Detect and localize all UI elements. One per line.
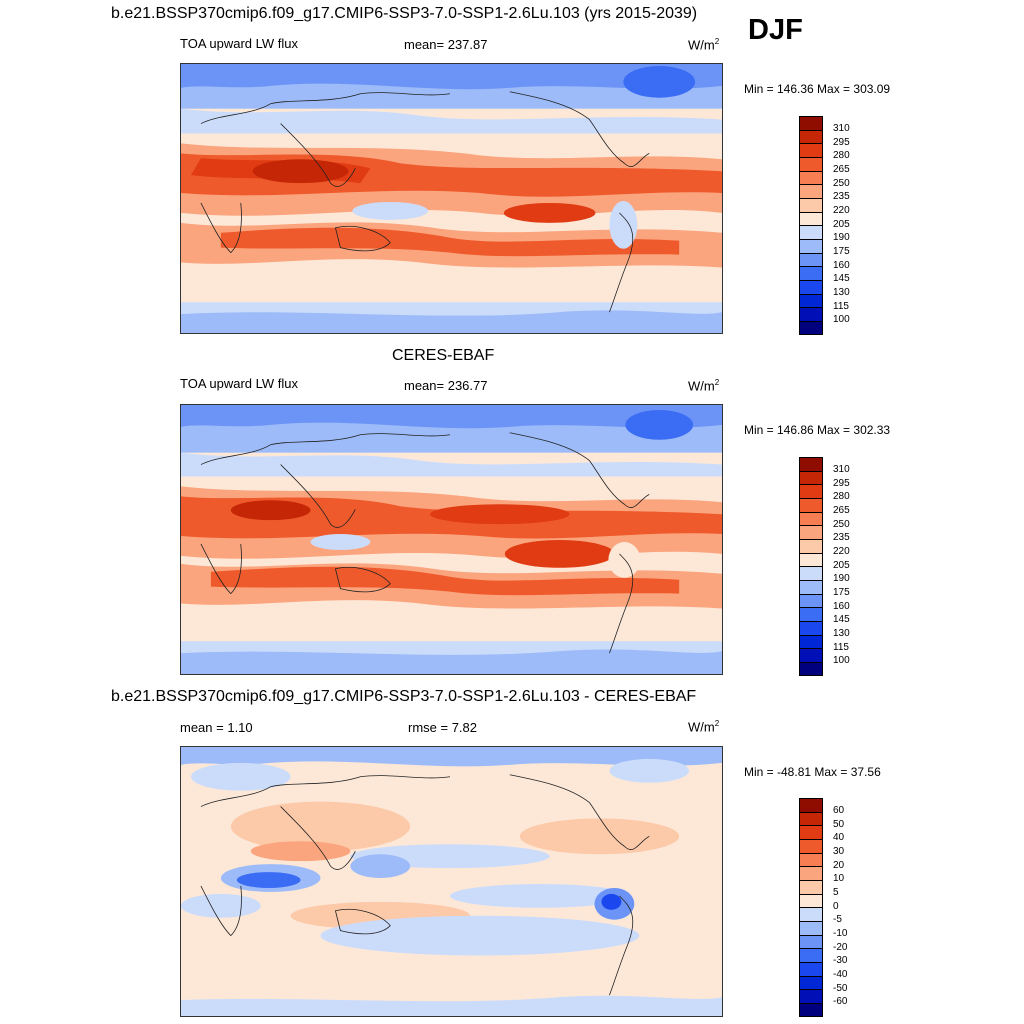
obs-colorbar-tick: 160 [833, 601, 850, 612]
diff-minmax-label: Min = -48.81 Max = 37.56 [744, 765, 881, 779]
obs-colorbar-tick: 175 [833, 587, 850, 598]
diff-map [180, 746, 723, 1017]
diff-colorbar-tick: -20 [833, 942, 848, 953]
obs-colorbar-tick: 295 [833, 478, 850, 489]
model-colorbar-tick: 310 [833, 123, 850, 134]
model-colorbar-tick: 145 [833, 273, 850, 284]
obs-colorbar-tick: 235 [833, 532, 850, 543]
obs-variable-label: TOA upward LW flux [180, 376, 299, 391]
obs-colorbar [799, 457, 823, 676]
model-colorbar-tick: 250 [833, 178, 850, 189]
diff-colorbar-tick: -50 [833, 983, 848, 994]
diff-colorbar-tick: -30 [833, 955, 848, 966]
diff-colorbar [799, 798, 823, 1017]
obs-colorbar-tick: 310 [833, 464, 850, 475]
diff-colorbar-tick: 10 [833, 873, 845, 884]
diff-map-field [181, 747, 722, 1016]
diff-colorbar-tick: 30 [833, 846, 845, 857]
diff-rmse-label: rmse = 7.82 [408, 720, 478, 735]
diff-colorbar-tick: 50 [833, 819, 845, 830]
diff-mean-label: mean = 1.10 [180, 720, 253, 735]
diff-colorbar-tick: -60 [833, 996, 848, 1007]
diff-units-label: W/m2 [688, 719, 720, 735]
model-colorbar-tick: 265 [833, 164, 850, 175]
obs-colorbar-tick: 250 [833, 519, 850, 530]
diff-colorbar-tick: -5 [833, 914, 842, 925]
diff-panel-title: b.e21.BSSP370cmip6.f09_g17.CMIP6-SSP3-7.… [111, 688, 697, 705]
model-minmax-label: Min = 146.36 Max = 303.09 [744, 82, 891, 96]
model-panel-title: b.e21.BSSP370cmip6.f09_g17.CMIP6-SSP3-7.… [111, 5, 698, 22]
model-map [180, 63, 723, 334]
diff-colorbar-tick: -10 [833, 928, 848, 939]
model-mean-label: mean= 237.87 [404, 37, 488, 52]
obs-map-field [181, 405, 722, 674]
obs-minmax-label: Min = 146.86 Max = 302.33 [744, 423, 891, 437]
obs-colorbar-tick: 280 [833, 491, 850, 502]
season-label: DJF [748, 14, 803, 46]
model-colorbar-tick: 175 [833, 246, 850, 257]
obs-panel-title: CERES-EBAF [392, 347, 495, 364]
model-colorbar-tick: 130 [833, 287, 850, 298]
model-variable-label: TOA upward LW flux [180, 36, 299, 51]
diff-colorbar-tick: 5 [833, 887, 839, 898]
obs-map [180, 404, 723, 675]
diff-colorbar-tick: -40 [833, 969, 848, 980]
diff-colorbar-tick: 60 [833, 805, 845, 816]
obs-colorbar-tick: 205 [833, 560, 850, 571]
model-colorbar-tick: 205 [833, 219, 850, 230]
diff-colorbar-tick: 40 [833, 832, 845, 843]
model-units-label: W/m2 [688, 37, 720, 53]
obs-colorbar-tick: 220 [833, 546, 850, 557]
obs-mean-label: mean= 236.77 [404, 378, 488, 393]
obs-units-label: W/m2 [688, 378, 720, 394]
obs-colorbar-tick: 100 [833, 655, 850, 666]
obs-colorbar-tick: 190 [833, 573, 850, 584]
diff-colorbar-tick: 0 [833, 901, 839, 912]
model-colorbar-tick: 220 [833, 205, 850, 216]
obs-colorbar-tick: 145 [833, 614, 850, 625]
model-colorbar-tick: 160 [833, 260, 850, 271]
diff-colorbar-tick: 20 [833, 860, 845, 871]
model-colorbar-tick: 295 [833, 137, 850, 148]
obs-colorbar-tick: 130 [833, 628, 850, 639]
model-colorbar-tick: 115 [833, 301, 849, 312]
model-colorbar-tick: 280 [833, 150, 850, 161]
model-colorbar-tick: 190 [833, 232, 850, 243]
model-colorbar [799, 116, 823, 335]
model-colorbar-tick: 100 [833, 314, 850, 325]
obs-colorbar-tick: 115 [833, 642, 849, 653]
model-map-field [181, 64, 722, 333]
obs-colorbar-tick: 265 [833, 505, 850, 516]
model-colorbar-tick: 235 [833, 191, 850, 202]
